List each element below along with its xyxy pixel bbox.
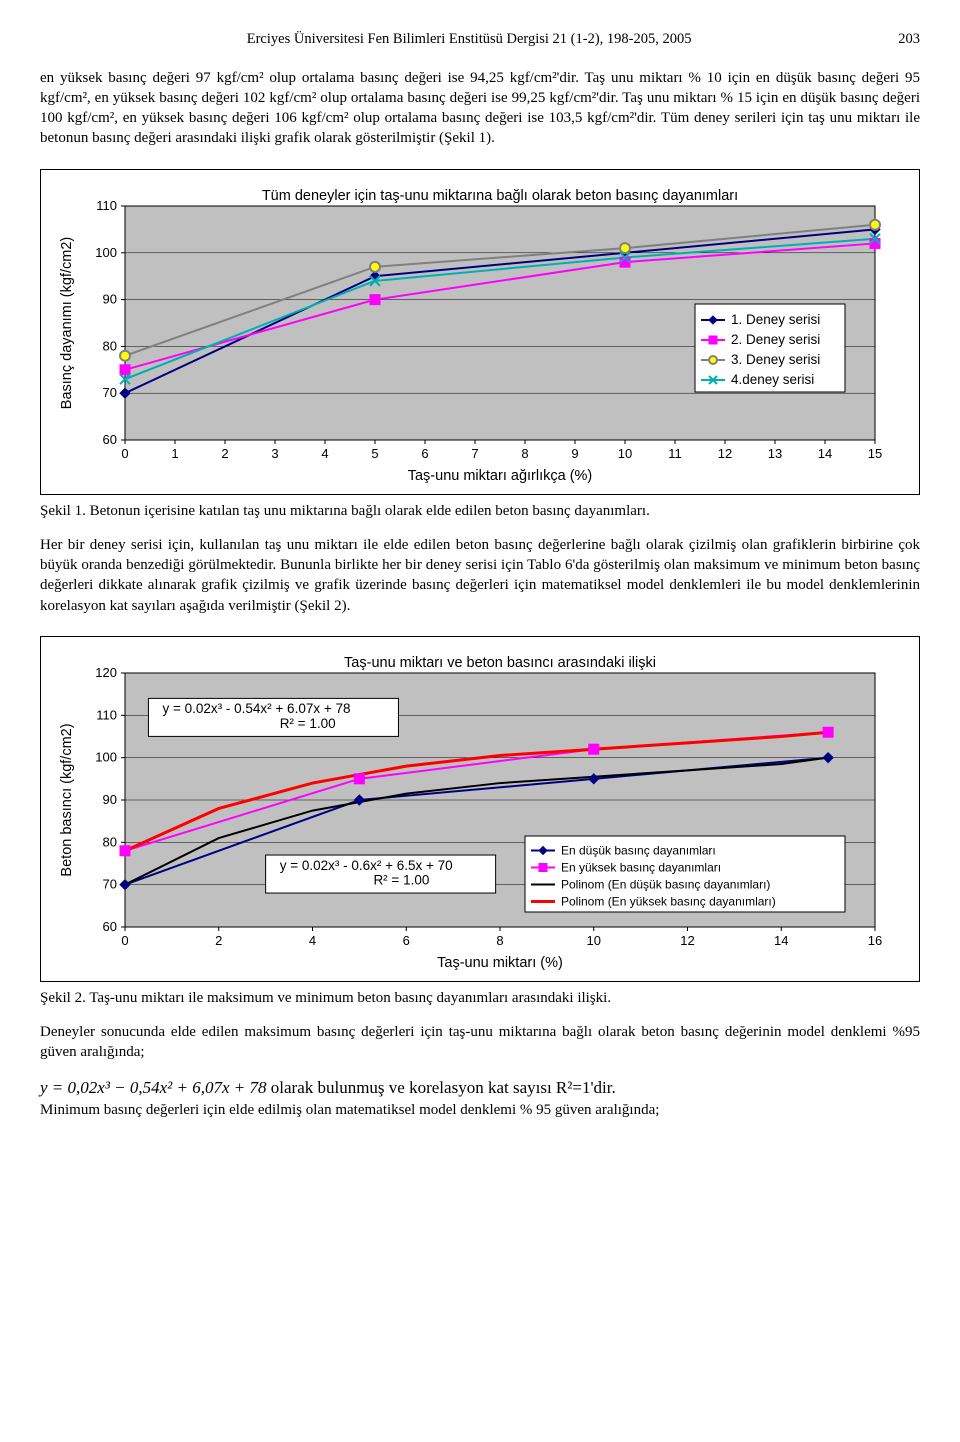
svg-text:10: 10 <box>587 933 601 948</box>
svg-text:Basınç dayanımı (kgf/cm2): Basınç dayanımı (kgf/cm2) <box>59 236 75 408</box>
svg-text:100: 100 <box>95 749 117 764</box>
svg-text:120: 120 <box>95 665 117 680</box>
svg-text:1. Deney serisi: 1. Deney serisi <box>731 312 820 327</box>
chart-2-container: 60 70 80 90 100 110 120 0 2 4 6 8 10 12 14 16 Taş-unu mi… <box>40 636 920 982</box>
svg-text:8: 8 <box>496 933 503 948</box>
svg-text:16: 16 <box>868 933 882 948</box>
svg-text:2. Deney serisi: 2. Deney serisi <box>731 332 820 347</box>
svg-text:10: 10 <box>618 446 632 461</box>
svg-text:12: 12 <box>718 446 732 461</box>
journal-title: Erciyes Üniversitesi Fen Bilimleri Ensti… <box>247 31 692 47</box>
svg-text:6: 6 <box>421 446 428 461</box>
svg-text:1: 1 <box>171 446 178 461</box>
chart-1-container: 607080901001100123456789101112131415Tüm … <box>40 169 920 495</box>
svg-text:70: 70 <box>103 876 117 891</box>
svg-text:4.deney serisi: 4.deney serisi <box>731 372 814 387</box>
svg-text:9: 9 <box>571 446 578 461</box>
svg-text:Polinom (En düşük basınç dayan: Polinom (En düşük basınç dayanımları) <box>561 877 770 891</box>
svg-text:6: 6 <box>403 933 410 948</box>
chart-2: 60 70 80 90 100 110 120 0 2 4 6 8 10 12 14 16 Taş-unu mi… <box>55 651 885 971</box>
equation-formula: y = 0,02x³ − 0,54x² + 6,07x + 78 <box>40 1078 267 1097</box>
paragraph-4: Minimum basınç değerleri için elde edilm… <box>40 1100 920 1120</box>
svg-text:13: 13 <box>768 446 782 461</box>
svg-text:80: 80 <box>103 834 117 849</box>
svg-text:Polinom (En yüksek basınç daya: Polinom (En yüksek basınç dayanımları) <box>561 894 776 908</box>
svg-text:0: 0 <box>121 933 128 948</box>
svg-text:R² = 1.00: R² = 1.00 <box>280 716 336 731</box>
svg-text:2: 2 <box>221 446 228 461</box>
chart-1: 607080901001100123456789101112131415Tüm … <box>55 184 885 484</box>
svg-text:R² = 1.00: R² = 1.00 <box>373 872 429 887</box>
svg-text:5: 5 <box>371 446 378 461</box>
svg-text:11: 11 <box>668 446 682 461</box>
paragraph-1: en yüksek basınç değeri 97 kgf/cm² olup … <box>40 68 920 149</box>
svg-text:90: 90 <box>103 792 117 807</box>
svg-text:110: 110 <box>96 707 117 722</box>
page-header: Erciyes Üniversitesi Fen Bilimleri Ensti… <box>40 30 920 50</box>
svg-text:15: 15 <box>868 446 882 461</box>
svg-text:En yüksek basınç dayanımları: En yüksek basınç dayanımları <box>561 860 721 874</box>
svg-text:100: 100 <box>95 244 117 259</box>
svg-text:Taş-unu miktarı (%): Taş-unu miktarı (%) <box>437 955 563 971</box>
svg-text:60: 60 <box>103 432 117 447</box>
svg-text:80: 80 <box>103 338 117 353</box>
svg-text:12: 12 <box>680 933 694 948</box>
svg-text:70: 70 <box>103 385 117 400</box>
svg-text:2: 2 <box>215 933 222 948</box>
svg-text:Beton basıncı (kgf/cm2): Beton basıncı (kgf/cm2) <box>59 723 75 876</box>
equation-suffix: olarak bulunmuş ve korelasyon kat sayısı… <box>271 1078 616 1097</box>
svg-text:En düşük basınç dayanımları: En düşük basınç dayanımları <box>561 843 716 857</box>
svg-text:y = 0.02x³ - 0.54x² + 6.07x +: y = 0.02x³ - 0.54x² + 6.07x + 78 <box>163 701 351 716</box>
paragraph-2: Her bir deney serisi için, kullanılan ta… <box>40 535 920 616</box>
equation-line: y = 0,02x³ − 0,54x² + 6,07x + 78 olarak … <box>40 1077 920 1100</box>
svg-text:y = 0.02x³ - 0.6x² + 6.5x + 70: y = 0.02x³ - 0.6x² + 6.5x + 70 <box>280 858 453 873</box>
page-number: 203 <box>898 30 920 50</box>
svg-text:4: 4 <box>309 933 316 948</box>
caption-2: Şekil 2. Taş-unu miktarı ile maksimum ve… <box>40 988 920 1008</box>
svg-text:Taş-unu miktarı ağırlıkça (%): Taş-unu miktarı ağırlıkça (%) <box>408 468 593 484</box>
svg-text:14: 14 <box>774 933 788 948</box>
svg-text:8: 8 <box>521 446 528 461</box>
svg-text:14: 14 <box>818 446 832 461</box>
svg-text:0: 0 <box>121 446 128 461</box>
svg-text:3: 3 <box>271 446 278 461</box>
svg-text:7: 7 <box>471 446 478 461</box>
caption-1: Şekil 1. Betonun içerisine katılan taş u… <box>40 501 920 521</box>
svg-text:3. Deney serisi: 3. Deney serisi <box>731 352 820 367</box>
svg-text:Taş-unu miktarı ve beton basın: Taş-unu miktarı ve beton basıncı arasınd… <box>344 655 656 671</box>
svg-text:60: 60 <box>103 919 117 934</box>
svg-text:4: 4 <box>321 446 328 461</box>
svg-text:90: 90 <box>103 291 117 306</box>
svg-text:110: 110 <box>96 198 117 213</box>
svg-text:Tüm deneyler için taş-unu mikt: Tüm deneyler için taş-unu miktarına bağl… <box>262 188 738 204</box>
paragraph-3: Deneyler sonucunda elde edilen maksimum … <box>40 1022 920 1063</box>
